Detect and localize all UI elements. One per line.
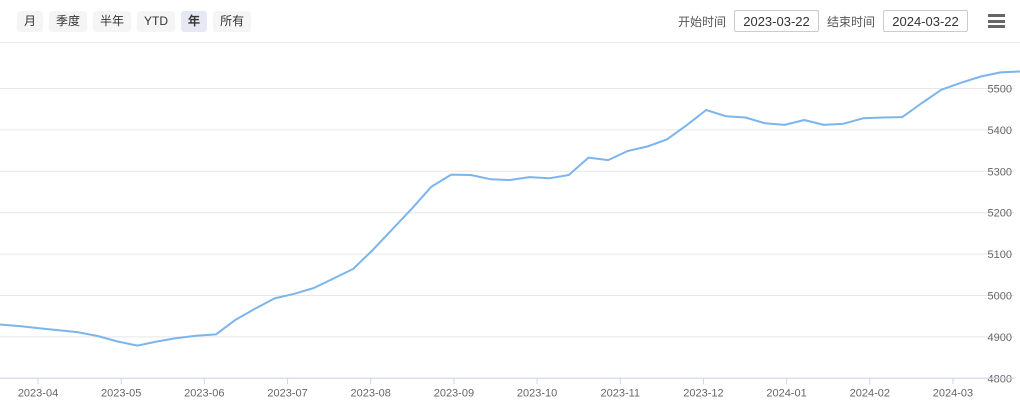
x-axis-label: 2023-05 <box>101 387 141 399</box>
price-series-line <box>0 70 1020 347</box>
x-axis-label: 2024-03 <box>933 387 973 399</box>
menu-bar <box>988 19 1005 23</box>
range-button-half-year[interactable]: 半年 <box>93 10 132 32</box>
hamburger-menu-icon[interactable] <box>988 14 1005 28</box>
range-button-ytd[interactable]: YTD <box>137 10 176 32</box>
x-axis-label: 2023-11 <box>600 387 640 399</box>
price-chart[interactable]: 4800 4900 5000 5100 5200 5300 5400 5500 2023-04 2… <box>0 43 1020 415</box>
start-time-input[interactable] <box>733 10 819 32</box>
y-axis-label: 5300 <box>988 166 1012 178</box>
y-axis-label: 5000 <box>988 291 1012 303</box>
y-axis-label: 5400 <box>988 125 1012 137</box>
x-axis-label: 2023-07 <box>267 387 307 399</box>
y-axis-label: 5100 <box>988 249 1012 261</box>
x-axis-label: 2023-09 <box>434 387 474 399</box>
range-selector: 月季度 半年 YTD 年所有 <box>17 10 252 32</box>
chart-canvas[interactable]: 4800 4900 5000 5100 5200 5300 5400 5500 2023-04 2… <box>0 43 1020 415</box>
x-axis-label: 2023-12 <box>683 387 723 399</box>
range-button-year[interactable]: 年 <box>181 10 208 32</box>
range-button-month[interactable]: 月 <box>17 10 44 32</box>
y-axis-label: 4800 <box>988 373 1012 385</box>
end-time-label: 结束时间 <box>826 14 875 29</box>
y-axis-label: 5200 <box>988 208 1012 220</box>
x-axis-label: 2023-06 <box>184 387 224 399</box>
x-axis-label: 2024-02 <box>850 387 890 399</box>
range-button-all[interactable]: 所有 <box>213 10 252 32</box>
x-axis-label: 2024-01 <box>766 387 806 399</box>
x-axis-label: 2023-10 <box>517 387 557 399</box>
date-range-controls: 开始时间 结束时间 <box>678 10 1008 32</box>
menu-bar <box>988 14 1005 17</box>
x-axis-label: 2023-08 <box>351 387 391 399</box>
y-axis-label: 5500 <box>988 84 1012 96</box>
range-button-quarter[interactable]: 季度 <box>49 10 88 32</box>
menu-bar <box>988 25 1005 28</box>
x-axis-label: 2023-04 <box>18 387 58 399</box>
start-time-label: 开始时间 <box>677 14 726 29</box>
y-axis-label: 4900 <box>988 332 1012 344</box>
end-time-input[interactable] <box>883 10 968 32</box>
